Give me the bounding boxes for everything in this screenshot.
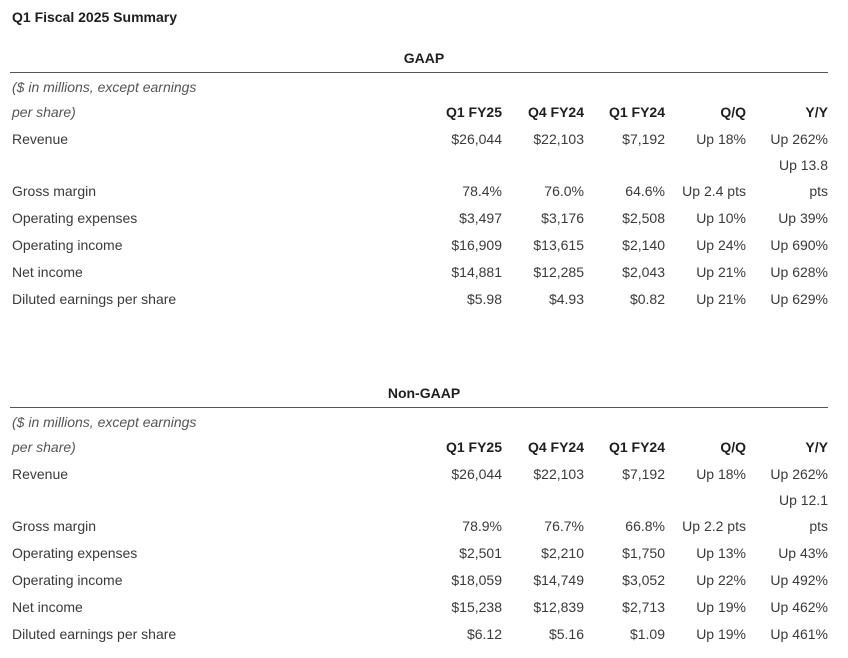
- gaap-eps-q4fy24: $4.93: [548, 291, 584, 307]
- non-gaap-netincome-q4fy24: $12,839: [533, 599, 584, 615]
- non-gaap-row-eps-label: Diluted earnings per share: [12, 626, 177, 642]
- non-gaap-col-q1fy24: Q1 FY24: [608, 439, 665, 455]
- non-gaap-opex-q4fy24: $2,210: [541, 545, 584, 561]
- non-gaap-gross-margin-qq: Up 2.2 pts: [682, 518, 746, 534]
- gaap-opincome-qq: Up 24%: [696, 237, 746, 253]
- gaap-revenue-q1fy25: $26,044: [451, 131, 502, 147]
- non-gaap-col-q1fy25: Q1 FY25: [445, 439, 502, 455]
- non-gaap-revenue-yy: Up 262%: [770, 466, 828, 482]
- gaap-netincome-q1fy24: $2,043: [622, 264, 665, 280]
- gaap-netincome-q4fy24: $12,285: [533, 264, 584, 280]
- gaap-opincome-yy: Up 690%: [770, 237, 828, 253]
- gaap-opex-q1fy25: $3,497: [459, 210, 502, 226]
- non-gaap-row-gross-margin-label: Gross margin: [12, 518, 97, 534]
- gaap-divider: [10, 72, 828, 73]
- gaap-opex-yy: Up 39%: [778, 210, 828, 226]
- non-gaap-units-note-line1: ($ in millions, except earnings: [12, 414, 197, 430]
- non-gaap-row-revenue-label: Revenue: [12, 466, 69, 482]
- gaap-revenue-q4fy24: $22,103: [533, 131, 584, 147]
- gaap-row-gross-margin-label: Gross margin: [12, 183, 97, 199]
- non-gaap-col-qq: Q/Q: [720, 439, 746, 455]
- non-gaap-col-yy: Y/Y: [805, 439, 828, 455]
- non-gaap-revenue-q1fy24: $7,192: [622, 466, 665, 482]
- gaap-eps-yy: Up 629%: [770, 291, 828, 307]
- non-gaap-opincome-yy: Up 492%: [770, 572, 828, 588]
- gaap-netincome-yy: Up 628%: [770, 264, 828, 280]
- gaap-revenue-qq: Up 18%: [696, 131, 746, 147]
- non-gaap-gross-margin-q4fy24: 76.7%: [544, 518, 584, 534]
- gaap-eps-q1fy25: $5.98: [466, 291, 502, 307]
- gaap-eps-qq: Up 21%: [696, 291, 746, 307]
- gaap-gross-margin-yy-line1: Up 13.8: [778, 157, 828, 173]
- gaap-revenue-yy: Up 262%: [770, 131, 828, 147]
- gaap-opex-qq: Up 10%: [696, 210, 746, 226]
- gaap-row-eps-label: Diluted earnings per share: [12, 291, 177, 307]
- non-gaap-gross-margin-q1fy25: 78.9%: [462, 518, 502, 534]
- gaap-opincome-q1fy24: $2,140: [622, 237, 665, 253]
- gaap-gross-margin-qq: Up 2.4 pts: [682, 183, 746, 199]
- non-gaap-eps-yy: Up 461%: [770, 626, 828, 642]
- non-gaap-opex-q1fy24: $1,750: [622, 545, 665, 561]
- gaap-col-yy: Y/Y: [805, 104, 828, 120]
- non-gaap-opincome-q1fy24: $3,052: [622, 572, 665, 588]
- gaap-row-opincome-label: Operating income: [12, 237, 123, 253]
- gaap-col-qq: Q/Q: [720, 104, 746, 120]
- gaap-netincome-q1fy25: $14,881: [451, 264, 502, 280]
- non-gaap-units-note-line2: per share): [12, 439, 76, 455]
- gaap-gross-margin-yy-line2: pts: [809, 183, 828, 199]
- gaap-col-q1fy24: Q1 FY24: [608, 104, 665, 120]
- gaap-units-note-line1: ($ in millions, except earnings: [12, 79, 197, 95]
- non-gaap-col-q4fy24: Q4 FY24: [527, 439, 584, 455]
- non-gaap-opex-qq: Up 13%: [696, 545, 746, 561]
- gaap-opex-q1fy24: $2,508: [622, 210, 665, 226]
- gaap-opincome-q1fy25: $16,909: [451, 237, 502, 253]
- non-gaap-revenue-qq: Up 18%: [696, 466, 746, 482]
- non-gaap-row-opex-label: Operating expenses: [12, 545, 138, 561]
- non-gaap-revenue-q1fy25: $26,044: [451, 466, 502, 482]
- non-gaap-revenue-q4fy24: $22,103: [533, 466, 584, 482]
- non-gaap-heading: Non-GAAP: [387, 385, 461, 401]
- gaap-eps-q1fy24: $0.82: [629, 291, 665, 307]
- non-gaap-netincome-yy: Up 462%: [770, 599, 828, 615]
- non-gaap-opex-q1fy25: $2,501: [459, 545, 502, 561]
- gaap-opincome-q4fy24: $13,615: [533, 237, 584, 253]
- non-gaap-row-netincome-label: Net income: [12, 599, 83, 615]
- gaap-col-q1fy25: Q1 FY25: [445, 104, 502, 120]
- gaap-row-opex-label: Operating expenses: [12, 210, 138, 226]
- non-gaap-opincome-q4fy24: $14,749: [533, 572, 584, 588]
- non-gaap-gross-margin-yy-line1: Up 12.1: [778, 492, 828, 508]
- gaap-row-netincome-label: Net income: [12, 264, 83, 280]
- non-gaap-gross-margin-q1fy24: 66.8%: [625, 518, 665, 534]
- non-gaap-opincome-qq: Up 22%: [696, 572, 746, 588]
- gaap-revenue-q1fy24: $7,192: [622, 131, 665, 147]
- gaap-gross-margin-q1fy25: 78.4%: [462, 183, 502, 199]
- non-gaap-opex-yy: Up 43%: [778, 545, 828, 561]
- gaap-heading: GAAP: [403, 50, 445, 66]
- non-gaap-eps-q4fy24: $5.16: [548, 626, 584, 642]
- non-gaap-eps-qq: Up 19%: [696, 626, 746, 642]
- gaap-units-note-line2: per share): [12, 104, 76, 120]
- non-gaap-gross-margin-yy-line2: pts: [809, 518, 828, 534]
- non-gaap-netincome-qq: Up 19%: [696, 599, 746, 615]
- gaap-opex-q4fy24: $3,176: [541, 210, 584, 226]
- non-gaap-opincome-q1fy25: $18,059: [451, 572, 502, 588]
- gaap-gross-margin-q1fy24: 64.6%: [625, 183, 665, 199]
- gaap-netincome-qq: Up 21%: [696, 264, 746, 280]
- non-gaap-row-opincome-label: Operating income: [12, 572, 123, 588]
- non-gaap-netincome-q1fy24: $2,713: [622, 599, 665, 615]
- gaap-col-q4fy24: Q4 FY24: [527, 104, 584, 120]
- non-gaap-divider: [10, 407, 828, 408]
- non-gaap-eps-q1fy24: $1.09: [629, 626, 665, 642]
- non-gaap-eps-q1fy25: $6.12: [466, 626, 502, 642]
- gaap-gross-margin-q4fy24: 76.0%: [544, 183, 584, 199]
- non-gaap-netincome-q1fy25: $15,238: [451, 599, 502, 615]
- page-title: Q1 Fiscal 2025 Summary: [12, 9, 177, 25]
- gaap-row-revenue-label: Revenue: [12, 131, 69, 147]
